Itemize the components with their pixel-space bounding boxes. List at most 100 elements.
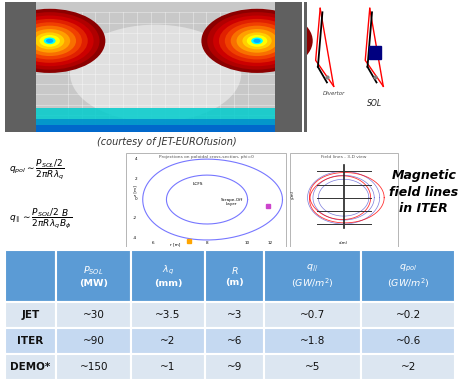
Text: ITER: ITER bbox=[17, 336, 44, 346]
Text: $\lambda_q$
(mm): $\lambda_q$ (mm) bbox=[153, 264, 182, 288]
Bar bbox=[263, 250, 360, 302]
Text: ~3.5: ~3.5 bbox=[155, 310, 180, 320]
Ellipse shape bbox=[11, 19, 88, 63]
Bar bbox=[130, 328, 205, 354]
Bar bbox=[360, 354, 454, 380]
Ellipse shape bbox=[23, 26, 76, 56]
Text: 12: 12 bbox=[267, 241, 272, 245]
Ellipse shape bbox=[35, 32, 64, 49]
Text: SOL: SOL bbox=[366, 99, 381, 108]
Bar bbox=[304, 2, 454, 132]
Bar bbox=[5, 2, 306, 132]
Bar bbox=[302, 2, 304, 132]
Ellipse shape bbox=[253, 39, 260, 43]
Text: ~9: ~9 bbox=[226, 362, 242, 372]
Ellipse shape bbox=[230, 26, 283, 56]
Text: ~0.7: ~0.7 bbox=[299, 310, 324, 320]
Ellipse shape bbox=[0, 9, 105, 73]
Text: $q_{\parallel} \sim \dfrac{P_{SOL}/2}{2\pi R\lambda_q}\dfrac{B}{B_\phi}$: $q_{\parallel} \sim \dfrac{P_{SOL}/2}{2\… bbox=[9, 207, 72, 231]
Text: 0: 0 bbox=[134, 197, 137, 201]
Ellipse shape bbox=[44, 37, 56, 44]
Bar bbox=[205, 328, 263, 354]
Text: $P_{SOL}$
(MW): $P_{SOL}$ (MW) bbox=[79, 265, 108, 288]
Bar bbox=[130, 354, 205, 380]
Text: $R$
(m): $R$ (m) bbox=[224, 265, 243, 287]
Bar bbox=[5, 354, 56, 380]
Text: LCFS: LCFS bbox=[192, 181, 203, 186]
Ellipse shape bbox=[70, 24, 241, 122]
Ellipse shape bbox=[46, 39, 53, 43]
Text: y(m): y(m) bbox=[291, 189, 295, 199]
Bar bbox=[56, 328, 130, 354]
Text: ~2: ~2 bbox=[160, 336, 175, 346]
Text: $q_{pol} \sim \dfrac{P_{SOL}/2}{2\pi R\lambda_q}$: $q_{pol} \sim \dfrac{P_{SOL}/2}{2\pi R\l… bbox=[9, 157, 65, 182]
Bar bbox=[56, 250, 130, 302]
Bar bbox=[289, 152, 397, 246]
Text: 2: 2 bbox=[134, 177, 137, 181]
Text: ~5: ~5 bbox=[304, 362, 319, 372]
Ellipse shape bbox=[213, 16, 300, 66]
Bar bbox=[360, 302, 454, 328]
Text: DEMO*: DEMO* bbox=[11, 362, 50, 372]
Text: 8: 8 bbox=[205, 241, 208, 245]
Text: z [m]: z [m] bbox=[133, 185, 137, 196]
Text: Scrape-Off
Layer: Scrape-Off Layer bbox=[220, 197, 242, 206]
Text: Divertor: Divertor bbox=[322, 91, 344, 96]
Text: -2: -2 bbox=[133, 216, 137, 220]
Text: ~0.6: ~0.6 bbox=[395, 336, 420, 346]
Bar bbox=[5, 250, 56, 302]
Text: (courtesy of JET-EUROfusion): (courtesy of JET-EUROfusion) bbox=[97, 137, 236, 147]
Text: 10: 10 bbox=[245, 241, 250, 245]
Bar bbox=[130, 302, 205, 328]
Text: 6: 6 bbox=[151, 241, 154, 245]
Ellipse shape bbox=[29, 29, 70, 53]
Bar bbox=[263, 302, 360, 328]
Ellipse shape bbox=[251, 37, 263, 44]
Text: JET: JET bbox=[22, 310, 39, 320]
Text: ~30: ~30 bbox=[83, 310, 104, 320]
Text: 4: 4 bbox=[134, 157, 137, 161]
Ellipse shape bbox=[224, 22, 289, 60]
Bar bbox=[205, 250, 263, 302]
Text: ~2: ~2 bbox=[399, 362, 415, 372]
Text: Projections on poloidal cross-section, phi=0: Projections on poloidal cross-section, p… bbox=[159, 155, 253, 159]
Text: ~6: ~6 bbox=[226, 336, 242, 346]
Ellipse shape bbox=[6, 16, 94, 66]
Text: ~90: ~90 bbox=[83, 336, 104, 346]
Bar bbox=[205, 354, 263, 380]
Ellipse shape bbox=[242, 32, 271, 49]
Text: r [m]: r [m] bbox=[170, 242, 180, 246]
Text: ~150: ~150 bbox=[79, 362, 108, 372]
Bar bbox=[360, 250, 454, 302]
Bar bbox=[22, 125, 288, 132]
Text: ~3: ~3 bbox=[226, 310, 242, 320]
Ellipse shape bbox=[246, 35, 267, 47]
Bar bbox=[22, 119, 288, 132]
Ellipse shape bbox=[207, 12, 306, 70]
Bar bbox=[5, 328, 56, 354]
Ellipse shape bbox=[0, 12, 99, 70]
Text: Magnetic
field lines
in ITER: Magnetic field lines in ITER bbox=[388, 170, 458, 215]
Bar bbox=[56, 302, 130, 328]
Ellipse shape bbox=[201, 9, 312, 73]
Bar bbox=[263, 354, 360, 380]
Text: $q_{pol}$
$(GW/m^2)$: $q_{pol}$ $(GW/m^2)$ bbox=[386, 262, 429, 290]
Ellipse shape bbox=[218, 19, 295, 63]
Text: ~1: ~1 bbox=[160, 362, 175, 372]
Bar bbox=[274, 2, 306, 132]
Text: Field lines - 3-D view: Field lines - 3-D view bbox=[320, 155, 365, 159]
Ellipse shape bbox=[39, 35, 60, 47]
Text: -4: -4 bbox=[133, 236, 137, 240]
Bar bbox=[205, 302, 263, 328]
Text: ~0.2: ~0.2 bbox=[395, 310, 420, 320]
Text: $q_{//}$
$(GW/m^2)$: $q_{//}$ $(GW/m^2)$ bbox=[290, 262, 333, 290]
Bar bbox=[263, 328, 360, 354]
Ellipse shape bbox=[236, 29, 277, 53]
Bar bbox=[368, 46, 381, 59]
Bar bbox=[126, 152, 285, 246]
Bar bbox=[130, 250, 205, 302]
Bar bbox=[22, 108, 288, 132]
Bar bbox=[5, 2, 36, 132]
Text: ~1.8: ~1.8 bbox=[299, 336, 324, 346]
Bar bbox=[360, 328, 454, 354]
